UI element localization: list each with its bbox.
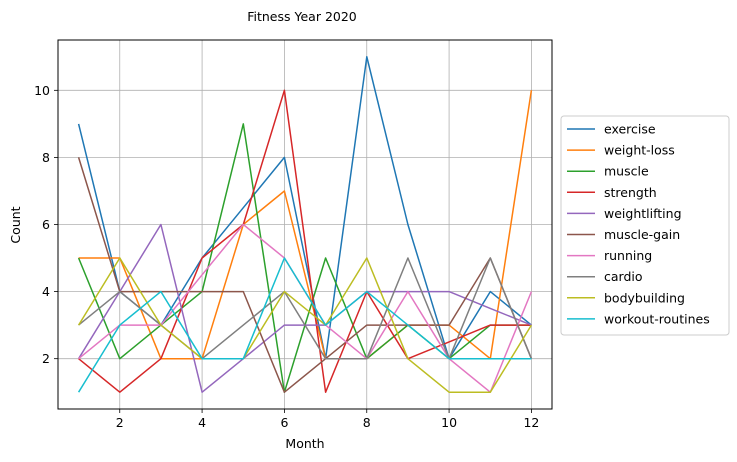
grid-lines: [58, 40, 552, 409]
x-tick-label: 8: [363, 415, 371, 430]
x-tick-label: 6: [280, 415, 288, 430]
x-tick-label: 10: [441, 415, 457, 430]
series-line-weight-loss: [78, 90, 533, 360]
series-line-strength: [78, 89, 532, 393]
y-tick-label: 8: [42, 150, 50, 165]
series-lines: [77, 56, 533, 393]
legend-label: running: [604, 248, 652, 263]
x-tick-label: 4: [198, 415, 206, 430]
legend-label: bodybuilding: [604, 290, 685, 305]
y-tick-label: 10: [34, 83, 50, 98]
y-tick-label: 2: [42, 351, 50, 366]
x-tick-label: 2: [116, 415, 124, 430]
legend-label: strength: [604, 185, 657, 200]
series-line-muscle-gain: [77, 157, 533, 393]
legend-label: muscle: [604, 164, 649, 179]
legend-label: muscle-gain: [604, 227, 680, 242]
y-tick-label: 4: [42, 284, 50, 299]
legend-label: cardio: [604, 269, 643, 284]
legend-label: workout-routines: [604, 311, 710, 326]
y-axis-label: Count: [8, 206, 23, 243]
x-tick-label: 12: [523, 415, 539, 430]
legend-box: [560, 115, 730, 336]
x-axis-label: Month: [285, 436, 324, 451]
legend-label: exercise: [604, 122, 656, 137]
chart-title: Fitness Year 2020: [247, 9, 357, 24]
legend-label: weightlifting: [604, 206, 682, 221]
series-line-workout-routines: [77, 257, 532, 393]
y-tick-label: 6: [42, 217, 50, 232]
legend-label: weight-loss: [604, 143, 675, 158]
y-axis-ticks: 2 4 6 8 10: [34, 83, 58, 366]
x-axis-ticks: 2 4 6 8 10 12: [116, 409, 539, 430]
series-line-cardio: [78, 257, 533, 360]
series-line-bodybuilding: [77, 257, 533, 393]
legend: exercise weight-loss muscle strength weightl…: [560, 115, 730, 336]
